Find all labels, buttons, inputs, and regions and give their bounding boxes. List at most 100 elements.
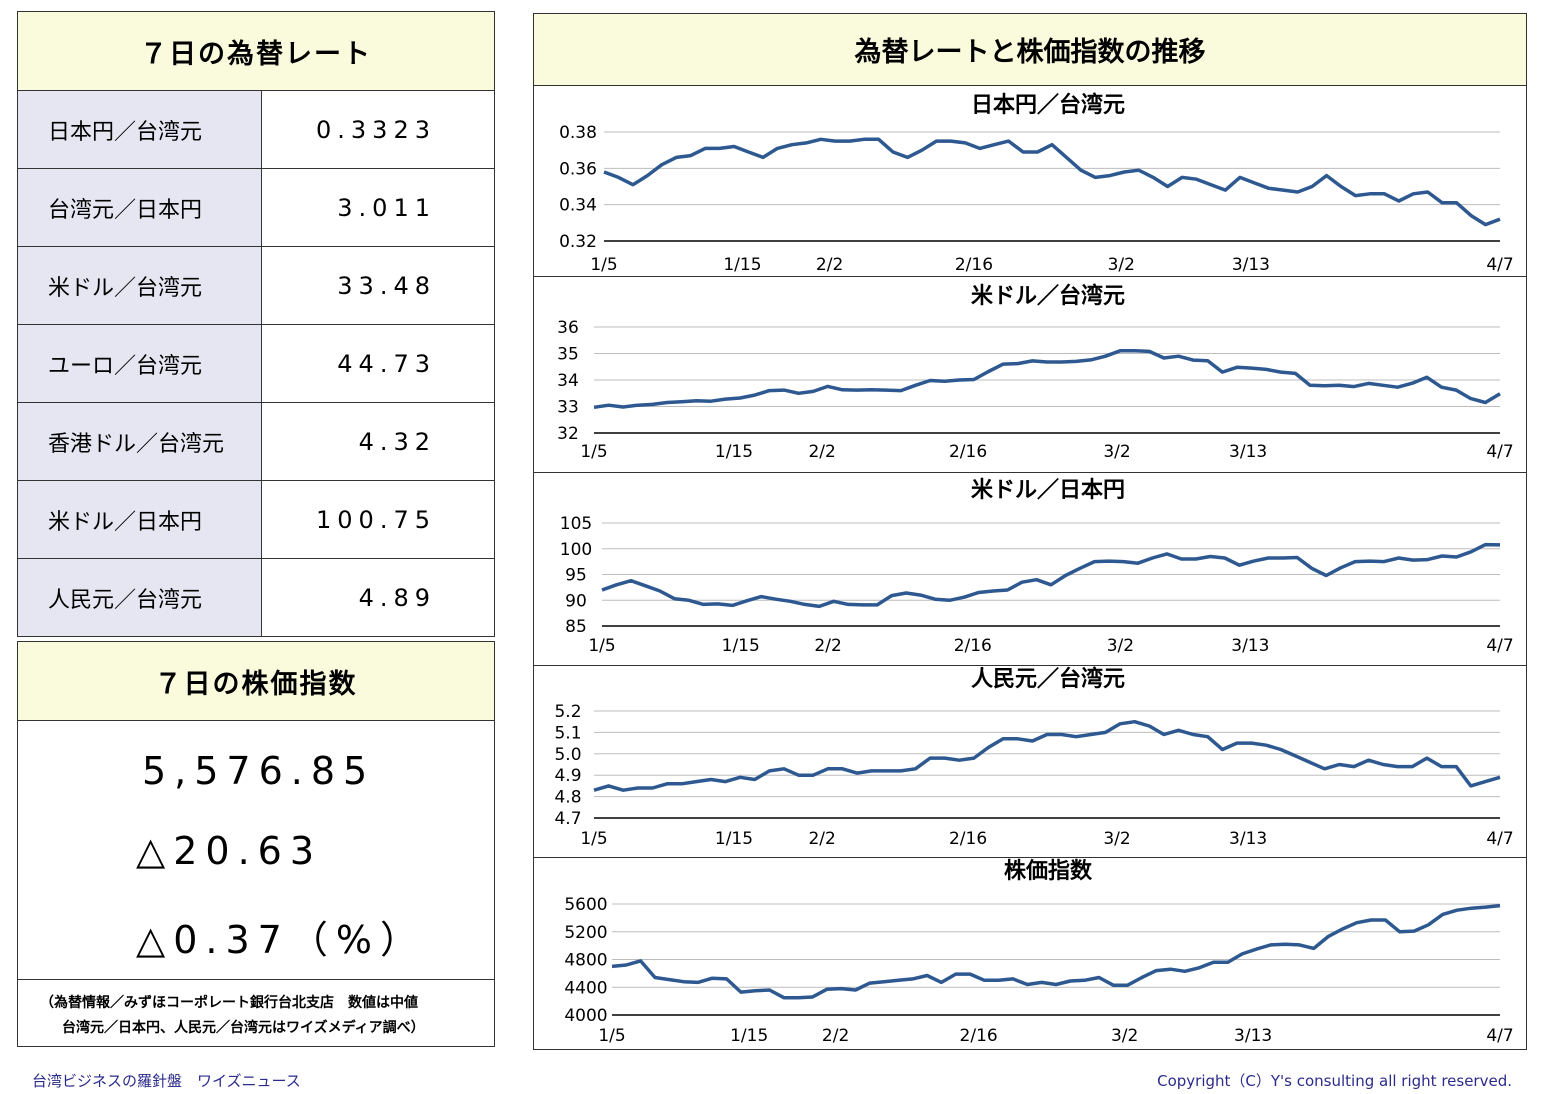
fx-rate-row: 人民元／台湾元 4.89 xyxy=(17,559,495,637)
line-chart: 米ドル／日本円 85 90 95 100 105 1/5 1/15 2/2 2/16 3/2 3/13… xyxy=(560,478,1514,656)
x-tick-label: 1/15 xyxy=(730,1026,768,1046)
charts-panel: 為替レートと株価指数の推移 日本円／台湾元 0.32 0.34 0.36 0.38 1/5… xyxy=(533,13,1527,1050)
y-tick-label: 5.2 xyxy=(554,702,581,722)
x-tick-label: 1/5 xyxy=(598,1026,625,1046)
y-tick-label: 0.34 xyxy=(559,196,597,216)
y-tick-label: 35 xyxy=(557,345,579,365)
x-tick-label: 3/13 xyxy=(1232,255,1270,275)
y-tick-label: 5.1 xyxy=(554,723,581,743)
y-tick-label: 85 xyxy=(565,617,587,637)
chart-title: 株価指数 xyxy=(1004,858,1093,884)
x-tick-label: 2/2 xyxy=(808,442,835,462)
y-tick-label: 33 xyxy=(557,398,579,418)
fx-rate-value: 4.32 xyxy=(358,427,436,456)
stock-box: 5,576.85 △20.63 △0.37（%） xyxy=(17,721,495,980)
source-note-line2: 台湾元／日本円、人民元／台湾元はワイズメディア調べ） xyxy=(62,1020,425,1036)
x-tick-label: 4/7 xyxy=(1486,1026,1513,1046)
series-line xyxy=(603,137,1501,227)
x-tick-label: 3/2 xyxy=(1103,442,1130,462)
fx-rate-row: 日本円／台湾元 0.3323 xyxy=(17,91,495,169)
fx-rate-value: 0.3323 xyxy=(316,115,436,144)
y-tick-label: 4.9 xyxy=(554,766,581,786)
x-tick-label: 1/5 xyxy=(580,442,607,462)
source-note: （為替情報／みずほコーポレート銀行台北支店 数値は中値 台湾元／日本円、人民元／… xyxy=(17,980,495,1047)
fx-rate-value: 4.89 xyxy=(358,583,436,612)
x-tick-label: 4/7 xyxy=(1486,829,1513,849)
stock-change-pct: △0.37（%） xyxy=(136,918,426,962)
x-tick-label: 2/16 xyxy=(954,636,992,656)
series-line xyxy=(601,542,1501,609)
fx-title: ７日の為替レート xyxy=(17,11,495,91)
y-tick-label: 5600 xyxy=(564,895,607,915)
x-tick-label: 1/5 xyxy=(590,255,617,275)
x-tick-label: 3/13 xyxy=(1229,442,1267,462)
fx-rate-value: 100.75 xyxy=(316,505,436,534)
x-tick-label: 1/15 xyxy=(722,636,760,656)
y-tick-label: 4.8 xyxy=(554,788,581,808)
y-tick-label: 105 xyxy=(560,514,592,534)
chart-title: 人民元／台湾元 xyxy=(971,666,1125,692)
x-tick-label: 3/2 xyxy=(1103,829,1130,849)
chart-title: 米ドル／台湾元 xyxy=(971,283,1125,309)
fx-rate-row: 台湾元／日本円 3.011 xyxy=(17,169,495,247)
series-line xyxy=(611,903,1501,1000)
y-tick-label: 4800 xyxy=(564,951,607,971)
x-tick-label: 1/15 xyxy=(715,442,753,462)
source-note-line1: （為替情報／みずほコーポレート銀行台北支店 数値は中値 xyxy=(40,995,418,1011)
chart-title: 日本円／台湾元 xyxy=(971,92,1125,118)
chart-panel: 日本円／台湾元 0.32 0.34 0.36 0.38 1/5 1/15 2/2 2/16 3/2… xyxy=(534,86,1526,277)
x-tick-label: 3/13 xyxy=(1229,829,1267,849)
stock-change: △20.63 xyxy=(136,829,323,873)
x-tick-label: 2/2 xyxy=(814,636,841,656)
y-tick-label: 90 xyxy=(565,591,587,611)
x-tick-label: 2/2 xyxy=(808,829,835,849)
stock-index-value: 5,576.85 xyxy=(142,749,376,793)
y-tick-label: 34 xyxy=(557,371,579,391)
x-tick-label: 4/7 xyxy=(1486,442,1513,462)
x-tick-label: 4/7 xyxy=(1486,636,1513,656)
fx-rate-label: 香港ドル／台湾元 xyxy=(18,403,262,480)
y-tick-label: 0.36 xyxy=(559,159,597,179)
x-tick-label: 3/13 xyxy=(1234,1026,1272,1046)
line-chart: 人民元／台湾元 4.74.84.95.05.15.2 1/5 1/15 2/2 2/16 3… xyxy=(554,666,1513,849)
fx-rate-row: 香港ドル／台湾元 4.32 xyxy=(17,403,495,481)
fx-rate-label: 米ドル／台湾元 xyxy=(18,247,262,324)
x-tick-label: 1/15 xyxy=(723,255,761,275)
line-chart: 米ドル／台湾元 32 33 34 35 36 1/5 1/15 2/2 2/16 3/2 3/13 4/… xyxy=(557,283,1514,462)
fx-rate-value: 3.011 xyxy=(337,193,436,222)
x-tick-label: 1/5 xyxy=(580,829,607,849)
x-tick-label: 3/13 xyxy=(1231,636,1269,656)
chart-panel: 人民元／台湾元 4.7 4.8 4.9 5.0 5.1 5.2 1/5 1/15 2/2 2/16 3… xyxy=(534,666,1526,858)
y-tick-label: 95 xyxy=(565,566,587,586)
chart-panel: 米ドル／日本円 85 90 95 100 105 1/5 1/15 2/2 2/16 3/2 3/13… xyxy=(534,473,1526,666)
series-line xyxy=(593,719,1501,792)
x-tick-label: 1/5 xyxy=(588,636,615,656)
x-tick-label: 2/2 xyxy=(816,255,843,275)
y-tick-label: 32 xyxy=(557,424,579,444)
fx-rate-label: 人民元／台湾元 xyxy=(18,559,262,636)
fx-rate-label: ユーロ／台湾元 xyxy=(18,325,262,402)
x-tick-label: 2/16 xyxy=(949,829,987,849)
fx-rate-value: 44.73 xyxy=(337,349,436,378)
fx-rate-value: 33.48 xyxy=(337,271,436,300)
y-tick-label: 4.7 xyxy=(554,809,581,829)
chart-panel: 株価指数 4000 4400 4800 5200 5600 1/5 1/15 2/2 2/16 3/… xyxy=(534,858,1526,1049)
y-tick-label: 5200 xyxy=(564,923,607,943)
x-tick-label: 3/2 xyxy=(1108,255,1135,275)
chart-title: 米ドル／日本円 xyxy=(971,478,1125,503)
y-tick-label: 0.32 xyxy=(559,232,597,252)
y-tick-label: 36 xyxy=(557,318,579,338)
x-tick-label: 2/16 xyxy=(949,442,987,462)
footer-copyright: Copyright（C）Y's consulting all right res… xyxy=(1157,1072,1512,1090)
footer-site-name: 台湾ビジネスの羅針盤 ワイズニュース xyxy=(32,1072,301,1090)
stock-title: ７日の株価指数 xyxy=(17,641,495,721)
x-tick-label: 1/15 xyxy=(715,829,753,849)
series-line xyxy=(593,349,1501,410)
fx-rate-label: 日本円／台湾元 xyxy=(18,91,262,168)
x-tick-label: 2/2 xyxy=(822,1026,849,1046)
x-tick-label: 2/16 xyxy=(960,1026,998,1046)
x-tick-label: 3/2 xyxy=(1107,636,1134,656)
y-tick-label: 100 xyxy=(560,540,592,560)
fx-rate-row: 米ドル／日本円 100.75 xyxy=(17,481,495,559)
line-chart: 日本円／台湾元 0.32 0.34 0.36 0.38 1/5 1/15 2/2 2/16 3/2… xyxy=(559,92,1514,275)
